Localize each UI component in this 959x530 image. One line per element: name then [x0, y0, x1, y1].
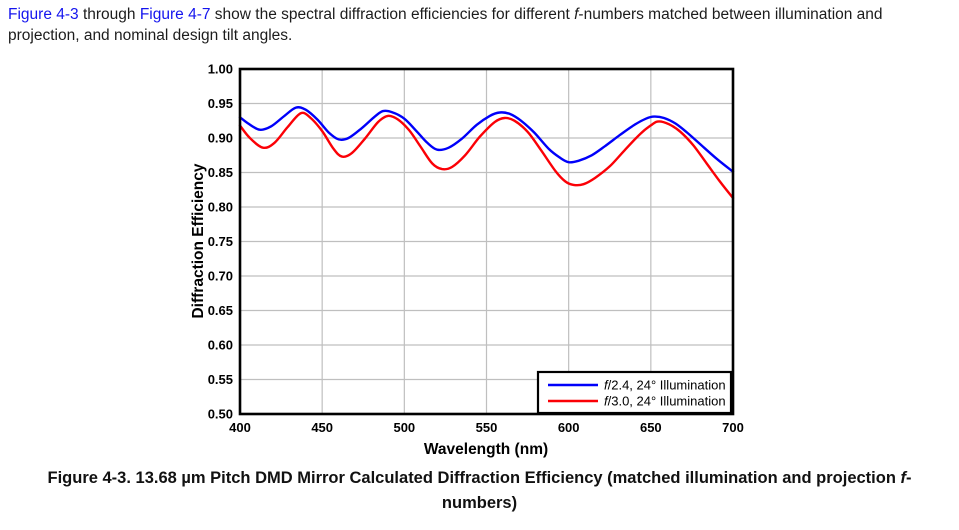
- y-tick-label: 0.65: [208, 303, 233, 318]
- legend-label-f2.4: f/2.4, 24° Illumination: [604, 378, 726, 393]
- y-tick-label: 0.95: [208, 96, 233, 111]
- gridlines: [240, 69, 733, 414]
- y-tick-label: 0.90: [208, 131, 233, 146]
- y-tick-label: 0.60: [208, 338, 233, 353]
- legend: f/2.4, 24° Illumination f/3.0, 24° Illum…: [536, 370, 733, 415]
- x-tick-label: 550: [476, 420, 498, 435]
- y-tick-label: 0.85: [208, 165, 233, 180]
- legend-box: [536, 370, 733, 415]
- series-curve-1: [238, 111, 735, 200]
- x-tick-labels: 400 450 500 550 600 650 700: [229, 420, 744, 435]
- legend-label-f3.0: f/3.0, 24° Illumination: [604, 394, 726, 409]
- series-curves: [238, 106, 735, 200]
- chart-container: 400 450 500 550 600 650 700 0.50 0.55 0.60 0.65 0.…: [185, 58, 750, 460]
- y-tick-label: 0.50: [208, 407, 233, 422]
- plot-frame: [238, 67, 735, 416]
- figure-caption: Figure 4-3. 13.68 µm Pitch DMD Mirror Ca…: [0, 466, 959, 516]
- x-tick-label: 700: [722, 420, 744, 435]
- diffraction-chart: 400 450 500 550 600 650 700 0.500.550.600.650.…: [190, 62, 744, 459]
- series-curve-0: [238, 106, 735, 173]
- x-axis-title: Wavelength (nm): [424, 441, 548, 458]
- y-axis-title: Diffraction Efficiency: [190, 163, 207, 318]
- y-tick-label: 0.75: [208, 234, 233, 249]
- x-tick-label: 600: [558, 420, 580, 435]
- y-tick-labels: 0.50 0.55 0.60 0.65 0.70 0.75 0.80 0.85 0.90 0.95…: [208, 62, 233, 422]
- x-tick-label: 400: [229, 420, 251, 435]
- x-tick-label: 450: [311, 420, 333, 435]
- y-tick-label: 0.80: [208, 200, 233, 215]
- y-tick-label: 1.00: [208, 62, 233, 77]
- figure-link[interactable]: Figure 4-3: [8, 6, 79, 23]
- intro-paragraph: Figure 4-3 through Figure 4-7 show the s…: [8, 6, 883, 44]
- y-tick-label: 0.55: [208, 372, 233, 387]
- x-tick-label: 650: [640, 420, 662, 435]
- figure-caption-text: Figure 4-3. 13.68 µm Pitch DMD Mirror Ca…: [47, 469, 912, 512]
- y-tick-label: 0.70: [208, 269, 233, 284]
- figure-link[interactable]: Figure 4-7: [139, 6, 211, 23]
- x-tick-label: 500: [393, 420, 415, 435]
